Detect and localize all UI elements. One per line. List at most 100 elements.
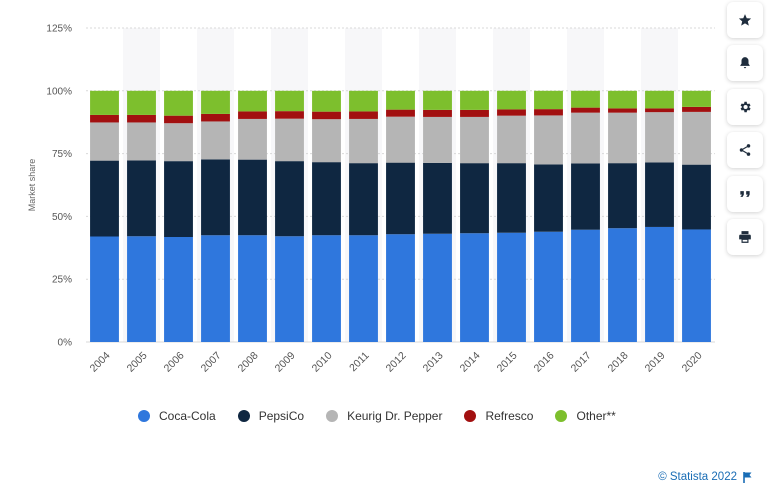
bar-segment-pepsico-2006[interactable] — [164, 161, 193, 237]
bar-segment-refresco-2009[interactable] — [275, 111, 304, 119]
bar-segment-pepsico-2019[interactable] — [645, 162, 674, 227]
bar-segment-other-2013[interactable] — [423, 90, 452, 110]
bar-segment-refresco-2004[interactable] — [90, 114, 119, 123]
bar-segment-pepsico-2014[interactable] — [460, 163, 489, 234]
bar-segment-other-2016[interactable] — [534, 90, 563, 110]
bar-segment-pepsico-2018[interactable] — [608, 163, 637, 229]
bar-segment-other-2011[interactable] — [349, 90, 378, 112]
bar-segment-coca-cola-2016[interactable] — [534, 231, 563, 342]
bar-segment-keurig-dr-pepper-2004[interactable] — [90, 122, 119, 161]
notification-button[interactable] — [727, 45, 763, 81]
x-tick-label: 2013 — [421, 350, 446, 375]
bar-segment-other-2018[interactable] — [608, 90, 637, 109]
favorite-button[interactable] — [727, 2, 763, 38]
bar-segment-coca-cola-2014[interactable] — [460, 233, 489, 342]
bar-segment-coca-cola-2017[interactable] — [571, 229, 600, 342]
bar-segment-keurig-dr-pepper-2017[interactable] — [571, 112, 600, 164]
bar-segment-refresco-2020[interactable] — [682, 106, 711, 112]
bar-segment-other-2006[interactable] — [164, 90, 193, 116]
bar-segment-refresco-2010[interactable] — [312, 111, 341, 120]
bar-segment-pepsico-2012[interactable] — [386, 162, 415, 235]
bar-segment-keurig-dr-pepper-2014[interactable] — [460, 116, 489, 164]
bar-segment-coca-cola-2019[interactable] — [645, 226, 674, 342]
legend-item-keurig-dr-pepper[interactable]: Keurig Dr. Pepper — [326, 409, 442, 423]
bar-segment-other-2020[interactable] — [682, 90, 711, 107]
share-button[interactable] — [727, 132, 763, 168]
bar-segment-refresco-2007[interactable] — [201, 113, 230, 122]
bar-segment-refresco-2015[interactable] — [497, 109, 526, 116]
bar-segment-pepsico-2004[interactable] — [90, 160, 119, 237]
cite-button[interactable] — [727, 176, 763, 212]
bar-segment-refresco-2016[interactable] — [534, 109, 563, 116]
bar-segment-coca-cola-2013[interactable] — [423, 233, 452, 342]
legend-item-other[interactable]: Other** — [555, 409, 616, 423]
bar-segment-keurig-dr-pepper-2018[interactable] — [608, 112, 637, 164]
bar-segment-pepsico-2007[interactable] — [201, 159, 230, 236]
bar-segment-pepsico-2016[interactable] — [534, 164, 563, 232]
bar-segment-coca-cola-2009[interactable] — [275, 236, 304, 342]
bar-segment-pepsico-2005[interactable] — [127, 160, 156, 237]
bar-segment-pepsico-2013[interactable] — [423, 162, 452, 234]
bar-segment-other-2005[interactable] — [127, 90, 156, 115]
bar-segment-keurig-dr-pepper-2005[interactable] — [127, 122, 156, 161]
bar-segment-other-2017[interactable] — [571, 90, 600, 108]
bar-segment-coca-cola-2011[interactable] — [349, 235, 378, 342]
bar-segment-coca-cola-2007[interactable] — [201, 235, 230, 342]
bar-segment-keurig-dr-pepper-2011[interactable] — [349, 118, 378, 164]
bar-segment-other-2019[interactable] — [645, 90, 674, 109]
bar-segment-refresco-2012[interactable] — [386, 109, 415, 117]
bar-segment-refresco-2005[interactable] — [127, 114, 156, 123]
bar-segment-coca-cola-2004[interactable] — [90, 236, 119, 342]
legend-item-refresco[interactable]: Refresco — [464, 409, 533, 423]
bar-segment-pepsico-2009[interactable] — [275, 161, 304, 237]
bar-segment-other-2012[interactable] — [386, 90, 415, 110]
bar-segment-keurig-dr-pepper-2008[interactable] — [238, 118, 267, 160]
bar-segment-pepsico-2010[interactable] — [312, 162, 341, 236]
bar-segment-refresco-2008[interactable] — [238, 111, 267, 119]
bar-segment-coca-cola-2015[interactable] — [497, 232, 526, 342]
bar-segment-pepsico-2017[interactable] — [571, 163, 600, 230]
bar-segment-keurig-dr-pepper-2019[interactable] — [645, 112, 674, 163]
x-tick-label: 2014 — [458, 350, 483, 375]
bar-segment-refresco-2011[interactable] — [349, 111, 378, 119]
bar-segment-keurig-dr-pepper-2013[interactable] — [423, 116, 452, 163]
bar-segment-keurig-dr-pepper-2009[interactable] — [275, 118, 304, 162]
bar-segment-coca-cola-2005[interactable] — [127, 236, 156, 342]
bar-segment-coca-cola-2006[interactable] — [164, 236, 193, 342]
bar-segment-other-2008[interactable] — [238, 90, 267, 112]
bar-segment-coca-cola-2010[interactable] — [312, 235, 341, 342]
bar-segment-pepsico-2020[interactable] — [682, 164, 711, 230]
bar-segment-coca-cola-2018[interactable] — [608, 228, 637, 342]
x-tick-label: 2015 — [495, 350, 520, 375]
bar-segment-other-2009[interactable] — [275, 90, 304, 112]
bar-segment-keurig-dr-pepper-2006[interactable] — [164, 123, 193, 162]
bar-segment-pepsico-2011[interactable] — [349, 163, 378, 236]
bar-segment-refresco-2017[interactable] — [571, 107, 600, 113]
bar-segment-keurig-dr-pepper-2020[interactable] — [682, 111, 711, 165]
bar-segment-other-2010[interactable] — [312, 90, 341, 112]
bar-segment-refresco-2019[interactable] — [645, 108, 674, 113]
bar-segment-pepsico-2015[interactable] — [497, 163, 526, 233]
bar-segment-other-2014[interactable] — [460, 90, 489, 110]
bar-segment-keurig-dr-pepper-2012[interactable] — [386, 116, 415, 163]
statista-credit[interactable]: © Statista 2022 — [658, 471, 753, 483]
bar-segment-other-2007[interactable] — [201, 90, 230, 114]
legend-item-coca-cola[interactable]: Coca-Cola — [138, 409, 216, 423]
bar-segment-refresco-2014[interactable] — [460, 109, 489, 117]
bar-segment-keurig-dr-pepper-2010[interactable] — [312, 119, 341, 163]
bar-segment-keurig-dr-pepper-2007[interactable] — [201, 121, 230, 160]
bar-segment-other-2004[interactable] — [90, 90, 119, 115]
bar-segment-refresco-2013[interactable] — [423, 109, 452, 117]
bar-segment-keurig-dr-pepper-2015[interactable] — [497, 115, 526, 164]
bar-segment-refresco-2018[interactable] — [608, 108, 637, 113]
settings-button[interactable] — [727, 89, 763, 125]
bar-segment-refresco-2006[interactable] — [164, 115, 193, 124]
bar-segment-coca-cola-2020[interactable] — [682, 229, 711, 342]
print-button[interactable] — [727, 219, 763, 255]
bar-segment-other-2015[interactable] — [497, 90, 526, 110]
bar-segment-coca-cola-2012[interactable] — [386, 234, 415, 342]
bar-segment-pepsico-2008[interactable] — [238, 159, 267, 236]
bar-segment-keurig-dr-pepper-2016[interactable] — [534, 115, 563, 165]
legend-item-pepsico[interactable]: PepsiCo — [237, 409, 304, 423]
bar-segment-coca-cola-2008[interactable] — [238, 235, 267, 342]
